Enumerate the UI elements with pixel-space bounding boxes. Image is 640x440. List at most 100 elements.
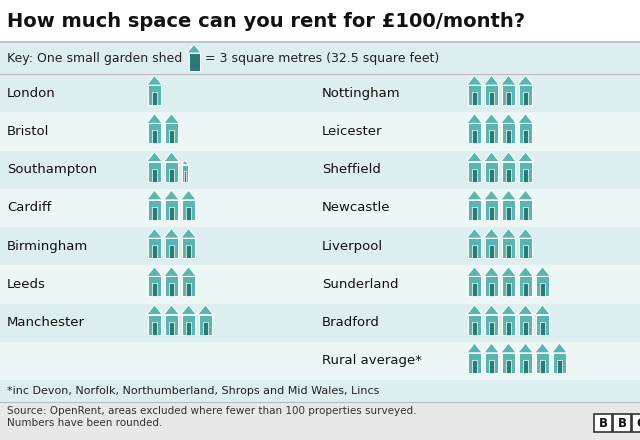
Bar	[485, 353, 498, 373]
Bar	[523, 169, 528, 182]
Bar	[489, 245, 494, 258]
Text: B: B	[618, 417, 627, 429]
Bar	[472, 360, 477, 373]
Polygon shape	[180, 267, 196, 276]
Bar	[148, 200, 161, 220]
Bar	[536, 315, 549, 335]
Text: *inc Devon, Norfolk, Northumberland, Shrops and Mid Wales, Lincs: *inc Devon, Norfolk, Northumberland, Shr…	[7, 386, 380, 396]
Text: How much space can you rent for £100/month?: How much space can you rent for £100/mon…	[7, 11, 525, 30]
Bar	[148, 161, 161, 182]
Bar	[152, 169, 157, 182]
Polygon shape	[164, 114, 179, 123]
Polygon shape	[484, 75, 499, 85]
Bar	[519, 85, 532, 105]
Bar	[0, 150, 640, 189]
Polygon shape	[518, 305, 533, 315]
Bar	[152, 283, 157, 297]
Bar	[502, 85, 515, 105]
Polygon shape	[164, 267, 179, 276]
Bar	[468, 123, 481, 143]
Text: Birmingham: Birmingham	[7, 240, 88, 253]
Polygon shape	[518, 343, 533, 353]
Bar	[184, 171, 186, 182]
Polygon shape	[181, 160, 188, 165]
Polygon shape	[500, 75, 516, 85]
Text: Bristol: Bristol	[7, 125, 49, 138]
Bar	[472, 283, 477, 297]
Polygon shape	[467, 190, 483, 200]
Bar	[165, 161, 178, 182]
Bar	[169, 283, 174, 297]
Bar	[485, 315, 498, 335]
Bar	[152, 92, 157, 105]
Bar	[148, 276, 161, 297]
Bar	[148, 123, 161, 143]
Bar	[506, 92, 511, 105]
Polygon shape	[518, 228, 533, 238]
Bar	[523, 130, 528, 143]
Polygon shape	[164, 152, 179, 161]
Polygon shape	[500, 190, 516, 200]
Polygon shape	[467, 75, 483, 85]
Bar	[0, 380, 640, 402]
Bar	[489, 92, 494, 105]
Bar	[523, 283, 528, 297]
Text: Numbers have been rounded.: Numbers have been rounded.	[7, 418, 163, 428]
Polygon shape	[534, 267, 550, 276]
Polygon shape	[198, 305, 213, 315]
Polygon shape	[467, 267, 483, 276]
Polygon shape	[500, 305, 516, 315]
Bar	[169, 322, 174, 335]
Bar	[553, 353, 566, 373]
Polygon shape	[534, 305, 550, 315]
Text: Leeds: Leeds	[7, 278, 46, 291]
Text: B: B	[598, 417, 607, 429]
Bar	[594, 414, 612, 432]
Text: Liverpool: Liverpool	[322, 240, 383, 253]
Bar	[506, 245, 511, 258]
Bar	[472, 130, 477, 143]
Polygon shape	[467, 152, 483, 161]
Bar	[502, 123, 515, 143]
Bar	[472, 322, 477, 335]
Bar	[472, 92, 477, 105]
Bar	[152, 245, 157, 258]
Text: Sheffield: Sheffield	[322, 163, 381, 176]
Polygon shape	[180, 228, 196, 238]
Bar	[0, 304, 640, 342]
Bar	[468, 276, 481, 297]
Polygon shape	[500, 267, 516, 276]
Bar	[148, 238, 161, 258]
Bar	[523, 322, 528, 335]
Bar	[519, 238, 532, 258]
Polygon shape	[484, 114, 499, 123]
Text: Manchester: Manchester	[7, 316, 85, 329]
Bar	[182, 165, 188, 182]
Polygon shape	[500, 114, 516, 123]
Bar	[613, 414, 631, 432]
Bar	[468, 353, 481, 373]
Text: Rural average*: Rural average*	[322, 354, 422, 367]
Polygon shape	[147, 228, 163, 238]
Polygon shape	[180, 190, 196, 200]
Bar	[186, 245, 191, 258]
Bar	[489, 130, 494, 143]
Text: C: C	[637, 417, 640, 429]
Bar	[557, 360, 562, 373]
Text: Key: One small garden shed: Key: One small garden shed	[7, 51, 182, 65]
Bar	[186, 207, 191, 220]
Polygon shape	[484, 190, 499, 200]
Polygon shape	[534, 343, 550, 353]
Text: Newcastle: Newcastle	[322, 202, 390, 214]
Polygon shape	[180, 305, 196, 315]
Bar	[502, 315, 515, 335]
Bar	[152, 130, 157, 143]
Polygon shape	[484, 343, 499, 353]
Bar	[502, 238, 515, 258]
Bar	[0, 74, 640, 112]
Polygon shape	[147, 267, 163, 276]
Bar	[165, 315, 178, 335]
Polygon shape	[147, 190, 163, 200]
Bar	[468, 200, 481, 220]
Polygon shape	[500, 228, 516, 238]
